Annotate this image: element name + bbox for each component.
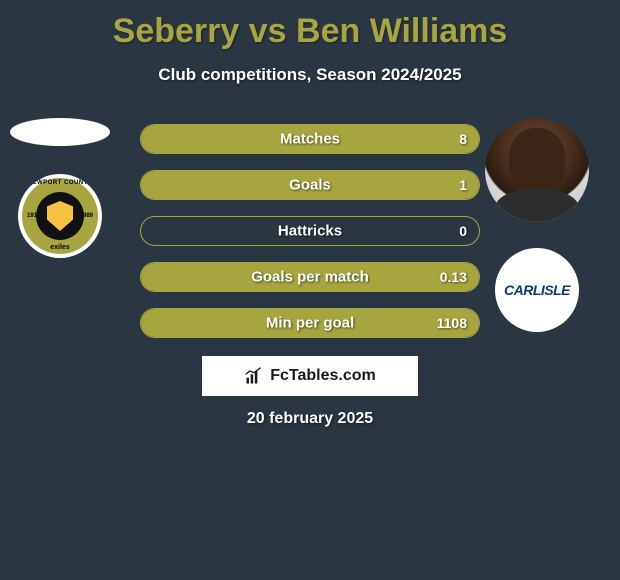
- shield-icon: [47, 201, 73, 231]
- bar-label: Goals: [289, 177, 331, 194]
- badge-text-bottom: exiles: [22, 244, 98, 251]
- badge-text-top: NEWPORT COUNTY: [22, 180, 98, 186]
- bar-label: Min per goal: [266, 315, 354, 332]
- watermark: FcTables.com: [202, 356, 418, 396]
- stats-bars: Matches 8 Goals 1 Hattricks 0 Goals per …: [140, 124, 480, 354]
- watermark-text: FcTables.com: [270, 367, 376, 385]
- carlisle-badge-text: CARLISLE: [504, 282, 570, 298]
- bar-label: Matches: [280, 131, 340, 148]
- left-club-badge: NEWPORT COUNTY 1912 1989 exiles: [18, 174, 102, 258]
- stat-bar-mpg: Min per goal 1108: [140, 308, 480, 338]
- stat-bar-matches: Matches 8: [140, 124, 480, 154]
- bar-label: Hattricks: [278, 223, 342, 240]
- page-title: Seberry vs Ben Williams: [0, 0, 620, 51]
- bar-value: 0.13: [440, 269, 467, 285]
- subtitle: Club competitions, Season 2024/2025: [0, 65, 620, 85]
- bar-value: 1: [459, 177, 467, 193]
- right-player-photo: [485, 118, 589, 222]
- bar-value: 1108: [437, 315, 467, 331]
- stat-bar-gpm: Goals per match 0.13: [140, 262, 480, 292]
- left-player-placeholder: [10, 118, 110, 146]
- right-player-column: CARLISLE: [482, 118, 592, 332]
- bar-label: Goals per match: [251, 269, 369, 286]
- left-player-column: NEWPORT COUNTY 1912 1989 exiles: [10, 118, 110, 258]
- newport-badge-icon: NEWPORT COUNTY 1912 1989 exiles: [22, 178, 98, 254]
- stat-bar-goals: Goals 1: [140, 170, 480, 200]
- bar-value: 8: [459, 131, 467, 147]
- chart-icon: [244, 366, 264, 386]
- right-club-badge: CARLISLE: [495, 248, 579, 332]
- date-label: 20 february 2025: [0, 410, 620, 428]
- bar-value: 0: [459, 223, 467, 239]
- stat-bar-hattricks: Hattricks 0: [140, 216, 480, 246]
